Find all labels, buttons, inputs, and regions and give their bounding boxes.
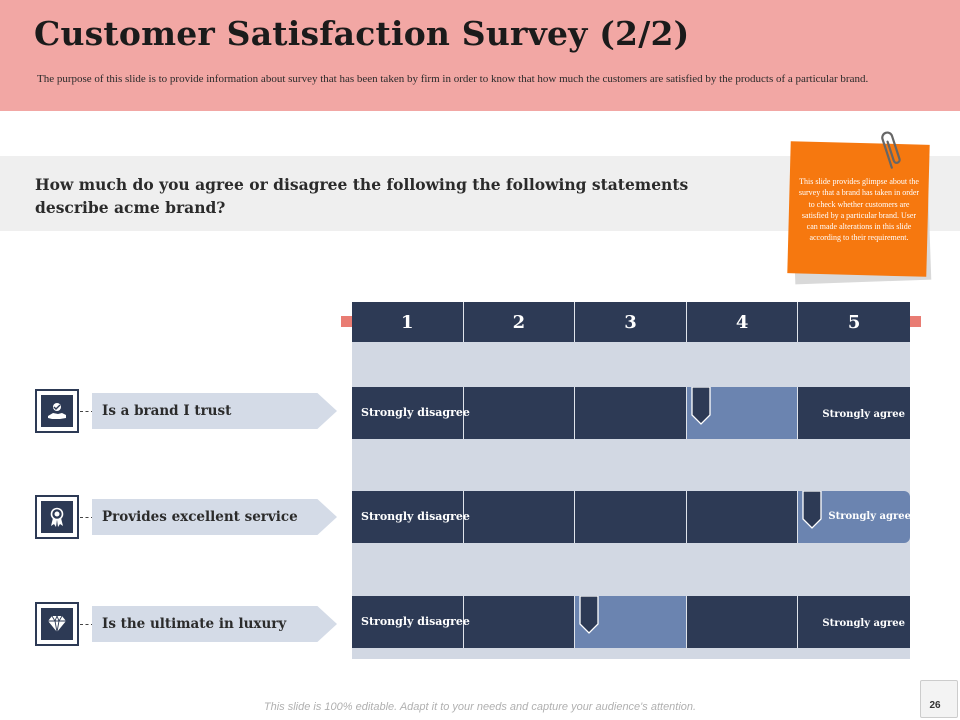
rating-row-1: Strongly disagree Strongly agree	[352, 387, 910, 439]
scale-cell-2: 2	[464, 302, 576, 342]
scale-marker-right	[910, 316, 921, 327]
page-number: 26	[929, 700, 941, 711]
statement-label: Provides excellent service	[102, 509, 298, 525]
scale-cell-3: 3	[575, 302, 687, 342]
award-ribbon-icon-glyph	[41, 501, 73, 533]
statement-banner	[92, 393, 337, 429]
rating-pointer-icon	[802, 491, 823, 529]
rating-scale-header	[352, 302, 910, 342]
strongly-disagree-label: Strongly disagree	[361, 406, 470, 419]
survey-question: How much do you agree or disagree the fo…	[35, 175, 689, 217]
rating-cell-1[interactable]	[352, 387, 464, 439]
scale-cell-1: 1	[352, 302, 464, 342]
rating-cell-5[interactable]	[798, 387, 910, 439]
strongly-disagree-label: Strongly disagree	[361, 510, 470, 523]
paperclip-icon	[881, 131, 901, 169]
rating-pointer-icon	[691, 387, 711, 425]
statement-banner	[92, 499, 337, 535]
connector-line	[80, 517, 94, 518]
slide-title: Customer Satisfaction Survey (2/2)	[34, 14, 690, 53]
award-ribbon-icon	[35, 495, 79, 539]
header-band	[0, 0, 960, 111]
strongly-agree-label: Strongly agree	[828, 511, 911, 522]
hand-trust-icon	[35, 389, 79, 433]
slide-subtitle: The purpose of this slide is to provide …	[37, 73, 869, 85]
strongly-disagree-label: Strongly disagree	[361, 615, 470, 628]
rating-row-2: Strongly disagree Strongly agree	[352, 491, 911, 543]
sticky-note-text: This slide provides glimpse about the su…	[798, 177, 920, 243]
statement-label: Is the ultimate in luxury	[102, 616, 287, 632]
rating-pointer-icon	[579, 596, 599, 634]
scale-cell-4: 4	[687, 302, 799, 342]
rating-cell-1[interactable]	[352, 491, 464, 543]
rating-cell-2[interactable]	[463, 596, 576, 648]
footer-note: This slide is 100% editable. Adapt it to…	[263, 701, 697, 713]
rating-row-3: Strongly disagree Strongly agree	[352, 596, 910, 648]
scale-cell-5: 5	[847, 311, 861, 333]
strongly-agree-label: Strongly agree	[822, 409, 905, 420]
rating-cell-3[interactable]	[575, 491, 687, 543]
rating-cell-4[interactable]	[686, 596, 799, 648]
rating-cell-2[interactable]	[463, 491, 576, 543]
rating-cell-2[interactable]	[463, 387, 576, 439]
scale-marker-left	[341, 316, 352, 327]
rating-cell-3[interactable]	[575, 387, 687, 439]
page-number-box	[920, 680, 958, 718]
rating-cell-4[interactable]	[686, 491, 799, 543]
rating-cell-5[interactable]	[798, 596, 910, 648]
statement-label: Is a brand I trust	[102, 403, 232, 419]
connector-line	[80, 624, 94, 625]
hand-trust-icon-glyph	[41, 395, 73, 427]
connector-line	[80, 411, 94, 412]
statement-banner	[92, 606, 337, 642]
strongly-agree-label: Strongly agree	[822, 618, 905, 629]
rating-cell-1[interactable]	[352, 596, 464, 648]
diamond-icon	[35, 602, 79, 646]
diamond-icon-glyph	[41, 608, 73, 640]
